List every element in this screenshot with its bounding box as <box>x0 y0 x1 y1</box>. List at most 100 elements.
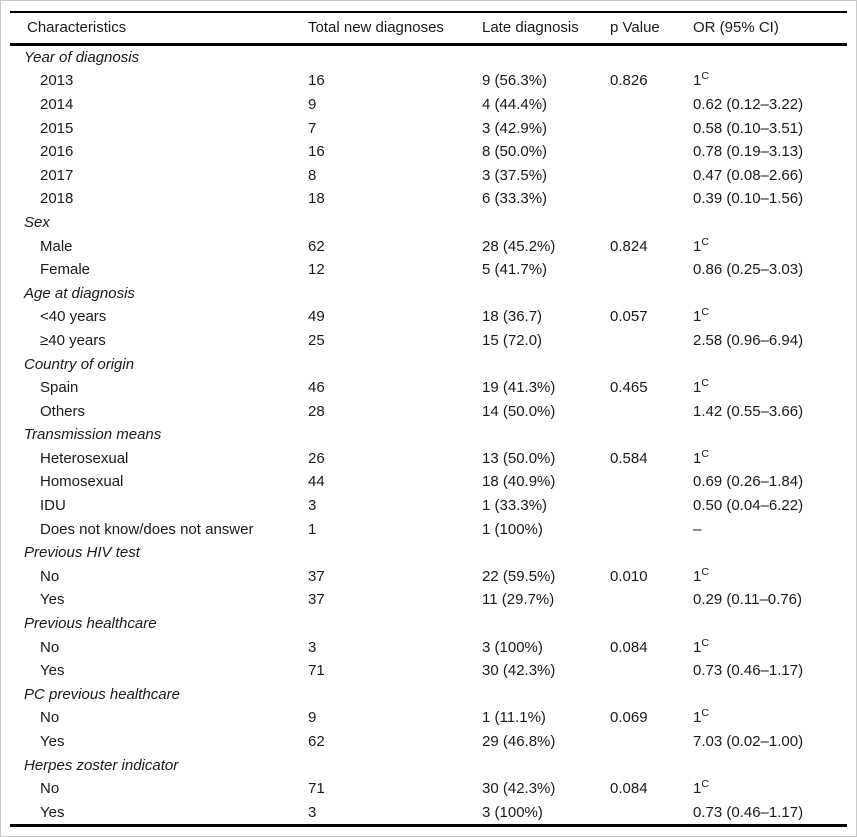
total-cell: 12 <box>308 261 325 279</box>
total-cell: 16 <box>308 143 325 161</box>
late-cell: 3 (42.9%) <box>482 119 548 137</box>
or-superscript: C <box>701 306 709 319</box>
late-cell: 4 (44.4%) <box>482 95 548 113</box>
late-cell: 19 (41.3%) <box>482 379 556 397</box>
late-cell: 18 (36.7) <box>482 308 543 326</box>
section-label: Previous HIV test <box>24 544 140 562</box>
total-cell: 44 <box>308 473 325 491</box>
p-cell: 0.010 <box>610 567 648 585</box>
section-row: Previous HIV test <box>10 541 847 565</box>
or-cell: 1C <box>693 778 709 798</box>
section-label: Herpes zoster indicator <box>24 756 179 774</box>
late-cell: 22 (59.5%) <box>482 567 556 585</box>
total-cell: 3 <box>308 803 317 821</box>
section-row: Herpes zoster indicator <box>10 753 847 777</box>
or-cell: 1.42 (0.55–3.66) <box>693 402 804 420</box>
total-cell: 9 <box>308 95 317 113</box>
table-row: Male 62 28 (45.2%) 0.824 1C <box>10 234 847 258</box>
row-label: Male <box>40 237 73 255</box>
late-cell: 1 (11.1%) <box>482 709 546 727</box>
total-cell: 71 <box>308 780 325 798</box>
total-cell: 1 <box>308 520 317 538</box>
p-cell: 0.584 <box>610 449 648 467</box>
or-cell: 0.58 (0.10–3.51) <box>693 119 804 137</box>
p-cell <box>610 140 693 164</box>
section-label: Age at diagnosis <box>24 284 135 302</box>
or-cell: 0.69 (0.26–1.84) <box>693 473 804 491</box>
section-row: PC previous healthcare <box>10 683 847 707</box>
p-cell <box>610 116 693 140</box>
or-cell: 0.73 (0.46–1.17) <box>693 662 804 680</box>
characteristics-table: Characteristics Total new diagnoses Late d… <box>10 11 847 828</box>
total-cell: 62 <box>308 237 325 255</box>
p-cell: 0.826 <box>610 72 648 90</box>
total-cell: 3 <box>308 638 317 656</box>
section-row: Age at diagnosis <box>10 281 847 305</box>
table-row: No 3 3 (100%) 0.084 1C <box>10 635 847 659</box>
table-row: Homosexual 44 18 (40.9%) 0.69 (0.26–1.84) <box>10 470 847 494</box>
total-cell: 62 <box>308 733 325 751</box>
late-cell: 14 (50.0%) <box>482 402 556 420</box>
p-cell: 0.084 <box>610 638 648 656</box>
late-cell: 18 (40.9%) <box>482 473 556 491</box>
row-label: Yes <box>40 591 65 609</box>
or-cell: 2.58 (0.96–6.94) <box>693 331 804 349</box>
or-cell: 0.47 (0.08–2.66) <box>693 166 804 184</box>
total-cell: 26 <box>308 449 325 467</box>
or-cell: 1C <box>693 447 709 467</box>
or-cell: 0.62 (0.12–3.22) <box>693 95 804 113</box>
late-cell: 13 (50.0%) <box>482 449 556 467</box>
table-row: No 37 22 (59.5%) 0.010 1C <box>10 565 847 589</box>
late-cell: 1 (100%) <box>482 520 543 538</box>
p-cell: 0.465 <box>610 379 648 397</box>
table-row: 2015 7 3 (42.9%) 0.58 (0.10–3.51) <box>10 116 847 140</box>
total-cell: 49 <box>308 308 325 326</box>
row-label: No <box>40 780 60 798</box>
table-row: Yes 3 3 (100%) 0.73 (0.46–1.17) <box>10 801 847 826</box>
late-cell: 9 (56.3%) <box>482 72 548 90</box>
total-cell: 46 <box>308 379 325 397</box>
section-label: Sex <box>24 213 50 231</box>
late-cell: 6 (33.3%) <box>482 190 548 208</box>
or-cell: 1C <box>693 70 709 90</box>
row-label: Others <box>40 402 86 420</box>
row-label: 2014 <box>40 95 74 113</box>
or-cell: 0.78 (0.19–3.13) <box>693 143 804 161</box>
total-cell: 16 <box>308 72 325 90</box>
table-row: Heterosexual 26 13 (50.0%) 0.584 1C <box>10 447 847 471</box>
or-superscript: C <box>701 778 709 791</box>
or-cell: 1C <box>693 306 709 326</box>
or-cell: 0.50 (0.04–6.22) <box>693 497 804 515</box>
or-superscript: C <box>701 235 709 248</box>
row-label: Does not know/does not answer <box>40 520 254 538</box>
p-cell <box>610 659 693 683</box>
total-cell: 3 <box>308 497 317 515</box>
late-cell: 3 (100%) <box>482 803 543 821</box>
table-row: No 71 30 (42.3%) 0.084 1C <box>10 777 847 801</box>
table-row: 2018 18 6 (33.3%) 0.39 (0.10–1.56) <box>10 187 847 211</box>
late-cell: 15 (72.0) <box>482 331 543 349</box>
row-label: ≥40 years <box>40 331 106 349</box>
table-row: <40 years 49 18 (36.7) 0.057 1C <box>10 305 847 329</box>
row-label: Yes <box>40 803 65 821</box>
row-label: Yes <box>40 733 65 751</box>
or-cell: 1C <box>693 235 709 255</box>
or-superscript: C <box>701 565 709 578</box>
late-cell: 30 (42.3%) <box>482 662 556 680</box>
table-row: Yes 71 30 (42.3%) 0.73 (0.46–1.17) <box>10 659 847 683</box>
table-row: 2013 16 9 (56.3%) 0.826 1C <box>10 69 847 93</box>
or-cell: 1C <box>693 707 709 727</box>
row-label: 2016 <box>40 143 74 161</box>
or-cell: 0.29 (0.11–0.76) <box>693 591 802 609</box>
table-header-row: Characteristics Total new diagnoses Late d… <box>10 12 847 44</box>
table-row: 2017 8 3 (37.5%) 0.47 (0.08–2.66) <box>10 163 847 187</box>
section-label: Transmission means <box>24 426 162 444</box>
or-cell: 0.73 (0.46–1.17) <box>693 803 804 821</box>
p-cell <box>610 730 693 754</box>
p-cell <box>610 801 693 826</box>
total-cell: 18 <box>308 190 325 208</box>
or-superscript: C <box>701 447 709 460</box>
or-superscript: C <box>701 70 709 83</box>
p-cell: 0.824 <box>610 237 648 255</box>
section-row: Year of diagnosis <box>10 44 847 69</box>
